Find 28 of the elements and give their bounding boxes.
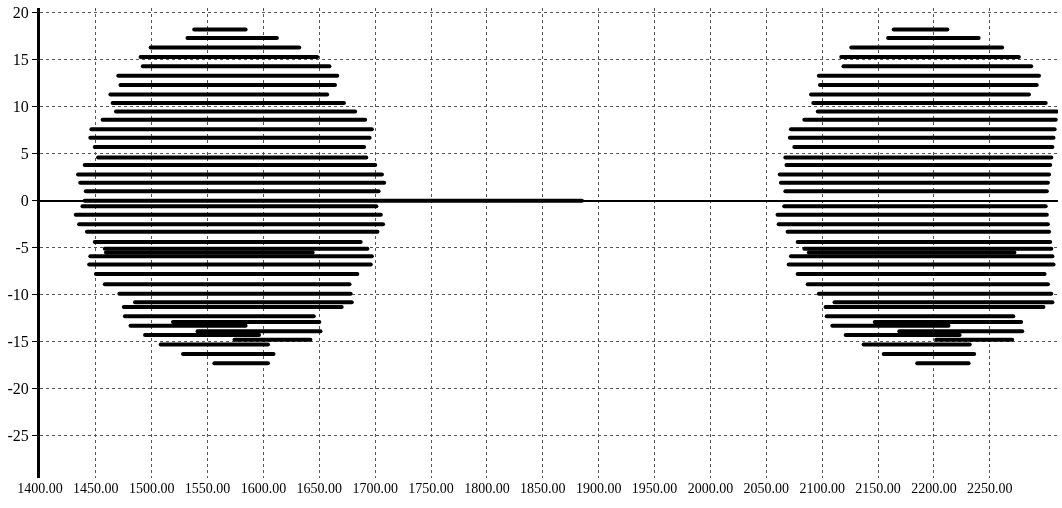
x-tick-label: 1850.00 — [520, 481, 566, 496]
x-tick-label: 1450.00 — [73, 481, 119, 496]
x-tick-label: 1650.00 — [296, 481, 343, 496]
y-tick-label: -10 — [7, 286, 29, 304]
y-tick-label: -5 — [15, 239, 29, 257]
x-tick-label: 1400.00 — [17, 481, 63, 496]
y-tick-label: 0 — [20, 192, 29, 210]
x-tick-label: 1900.00 — [575, 481, 622, 496]
x-tick-label: 2250.00 — [967, 481, 1013, 496]
x-tick-label: 2200.00 — [911, 481, 957, 496]
y-tick-label: 20 — [12, 4, 29, 22]
x-tick-label: 2050.00 — [743, 481, 790, 496]
x-tick-label: 1950.00 — [631, 481, 678, 496]
x-tick-label: 1800.00 — [464, 481, 510, 496]
y-tick-label: 5 — [20, 145, 29, 163]
y-tick-label: 10 — [12, 98, 29, 116]
x-tick-label: 1500.00 — [129, 481, 175, 496]
x-tick-label: 1600.00 — [240, 481, 287, 496]
y-tick-label: -25 — [7, 427, 29, 445]
x-tick-label: 1750.00 — [408, 481, 454, 496]
x-tick-label: 1550.00 — [184, 481, 231, 496]
x-tick-label: 1700.00 — [352, 481, 398, 496]
x-tick-label: 2000.00 — [687, 481, 734, 496]
y-tick-label: -15 — [7, 333, 29, 351]
x-tick-label: 2150.00 — [855, 481, 901, 496]
x-tick-label: 2100.00 — [799, 481, 845, 496]
y-tick-label: 15 — [12, 51, 29, 69]
y-tick-label: -20 — [7, 380, 29, 398]
